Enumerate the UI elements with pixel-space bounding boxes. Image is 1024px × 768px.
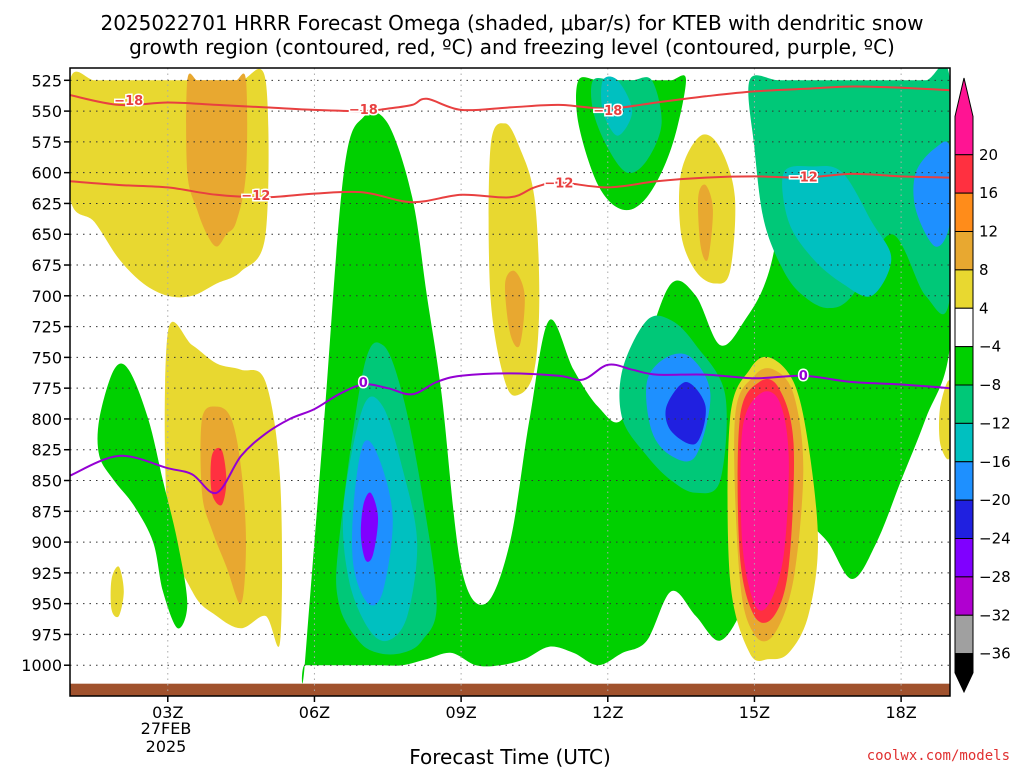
- y-tick-label-550: 550: [31, 102, 62, 121]
- colorbar-cell-9: [954, 461, 974, 501]
- x-axis-label: Forecast Time (UTC): [409, 745, 611, 768]
- contour-label-0-2: −18: [593, 104, 622, 119]
- plot-frame: [69, 67, 951, 697]
- colorbar-label-12: −32: [979, 606, 1011, 624]
- colorbar-label-10: −24: [979, 530, 1011, 548]
- x-axis-ticks: 03Z 06Z 09Z 12Z 15Z 18Z: [152, 696, 917, 722]
- colorbar-label-9: −20: [979, 491, 1011, 509]
- omega-region-orange-ascent-mid: [504, 270, 525, 348]
- contour-label-2-0: 0: [359, 376, 368, 391]
- y-tick-label-700: 700: [31, 287, 62, 306]
- y-tick-label-525: 525: [31, 71, 62, 90]
- x-tick-label-18Z: 18Z: [885, 703, 916, 722]
- contour-line-1: [70, 172, 950, 204]
- colorbar-cell-5: [954, 307, 974, 348]
- y-tick-label-775: 775: [31, 379, 62, 398]
- colorbar-cell-1: [954, 154, 974, 194]
- colorbar-label-13: −36: [979, 645, 1011, 663]
- omega-region-magenta-ascent-strong: [740, 391, 789, 611]
- y-tick-label-925: 925: [31, 564, 62, 583]
- colorbar-cell-3: [954, 231, 974, 271]
- omega-region-yellow-ascent-west-small: [110, 566, 124, 618]
- y-tick-label-1000: 1000: [21, 656, 62, 675]
- colorbar-cell-4: [954, 269, 974, 309]
- x-tick-label-06Z: 06Z: [299, 703, 330, 722]
- colorbar-label-0: 20: [979, 146, 998, 164]
- omega-shading: [70, 68, 950, 684]
- y-tick-label-800: 800: [31, 410, 62, 429]
- colorbar-label-4: 4: [979, 299, 989, 317]
- colorbar: 20 16 12 8 4 −4 −8 −12 −16 −20 −24 −28 −32 −36: [954, 77, 1011, 694]
- x-date-label-year: 2025: [146, 737, 187, 756]
- colorbar-cell-top: [954, 77, 974, 156]
- omega-region-blue-descent-upper-east: [913, 141, 950, 247]
- y-tick-label-625: 625: [31, 194, 62, 213]
- colorbar-label-7: −12: [979, 414, 1011, 432]
- y-tick-label-900: 900: [31, 533, 62, 552]
- colorbar-cell-12: [954, 576, 974, 616]
- y-axis-ticks: 525 550 575 600 625 650 675 700 725 750 775 800 825 8…: [21, 71, 70, 675]
- omega-region-green-descent-west: [97, 363, 188, 629]
- colorbar-cell-2: [954, 192, 974, 232]
- colorbar-label-11: −28: [979, 568, 1011, 586]
- contour-label-0-1: −18: [349, 103, 378, 118]
- x-tick-label-09Z: 09Z: [445, 703, 476, 722]
- x-date-label-day: 27FEB: [141, 719, 192, 738]
- terrain-ground: [70, 683, 950, 696]
- colorbar-cell-bottom: [954, 653, 974, 694]
- y-tick-label-725: 725: [31, 318, 62, 337]
- x-tick-label-03Z: 03Z: [152, 703, 183, 722]
- colorbar-cell-13: [954, 614, 974, 655]
- y-tick-label-950: 950: [31, 595, 62, 614]
- omega-region-red-ascent-lowlevel: [210, 447, 227, 506]
- contour-label-2-1: 0: [799, 369, 808, 384]
- colorbar-label-8: −16: [979, 453, 1011, 471]
- colorbar-cell-7: [954, 384, 974, 424]
- y-tick-label-675: 675: [31, 256, 62, 275]
- contour-line-0: [70, 85, 950, 113]
- contour-line-2: [70, 363, 950, 495]
- chart-title-line1: 2025022701 HRRR Forecast Omega (shaded, …: [100, 11, 923, 35]
- contour-label-0-0: −18: [114, 94, 143, 109]
- contour-label-1-0: −12: [241, 189, 270, 204]
- colorbar-label-5: −4: [979, 338, 1001, 356]
- colorbar-cell-11: [954, 538, 974, 578]
- omega-region-cyan-descent-upper-east: [782, 166, 892, 297]
- y-tick-label-750: 750: [31, 348, 62, 367]
- omega-region-yellow-ascent-far-east: [939, 380, 950, 460]
- chart-title-line2: growth region (contoured, red, ºC) and f…: [129, 35, 895, 59]
- y-tick-label-650: 650: [31, 225, 62, 244]
- grid-lines: [70, 68, 950, 696]
- y-tick-label-575: 575: [31, 133, 62, 152]
- contour-labels: −18 −18 −18 −12 −12 −12 0 0: [113, 93, 820, 393]
- y-tick-label-825: 825: [31, 441, 62, 460]
- y-tick-label-975: 975: [31, 625, 62, 644]
- omega-region-violet-descent-main: [360, 492, 379, 562]
- y-tick-label-875: 875: [31, 502, 62, 521]
- y-tick-label-600: 600: [31, 164, 62, 183]
- y-tick-label-850: 850: [31, 472, 62, 491]
- contour-label-1-2: −12: [789, 171, 818, 186]
- colorbar-label-2: 12: [979, 223, 998, 241]
- colorbar-label-3: 8: [979, 261, 989, 279]
- omega-region-darkblue-descent-late: [665, 382, 706, 445]
- x-tick-label-12Z: 12Z: [592, 703, 623, 722]
- colorbar-label-6: −8: [979, 376, 1001, 394]
- omega-region-cyan-descent-upper-mid: [601, 76, 633, 136]
- x-tick-label-15Z: 15Z: [739, 703, 770, 722]
- colorbar-cell-10: [954, 499, 974, 539]
- temperature-contours: [70, 85, 950, 495]
- contour-label-1-1: −12: [544, 177, 573, 192]
- colorbar-label-1: 16: [979, 184, 998, 202]
- colorbar-cell-8: [954, 422, 974, 463]
- credit-text: coolwx.com/models: [867, 748, 1010, 764]
- colorbar-cell-6: [954, 346, 974, 386]
